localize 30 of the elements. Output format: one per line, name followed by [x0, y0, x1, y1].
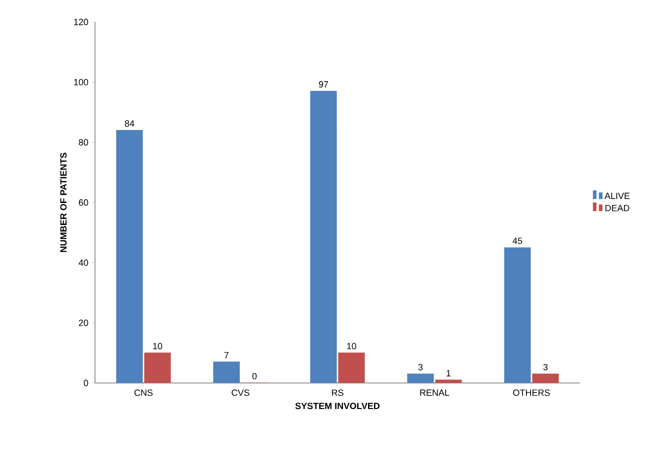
legend-label: DEAD: [605, 204, 630, 212]
y-tick-label: 100: [74, 78, 88, 86]
y-tick-label: 80: [78, 139, 88, 146]
bar: [532, 374, 559, 383]
data-label: 3: [418, 364, 423, 370]
x-axis-title: SYSTEM INVOLVED: [295, 402, 380, 410]
legend-label: ALIVE: [604, 192, 630, 199]
x-tick-label: OTHERS: [513, 390, 550, 396]
data-label: 10: [347, 342, 356, 350]
y-tick-label: 20: [78, 320, 88, 326]
x-tick-label: CVS: [232, 390, 250, 396]
x-tick-label: RENAL: [420, 390, 450, 396]
y-tick-label: 40: [78, 259, 88, 266]
data-label: 0: [252, 372, 257, 380]
data-label: 1: [446, 370, 451, 376]
bar: [144, 352, 171, 383]
data-label: 45: [512, 238, 522, 244]
data-label: 10: [153, 342, 162, 350]
y-axis-title: NUMBER OF PATIENTS: [60, 152, 67, 252]
data-label: 7: [224, 352, 229, 358]
y-tick-label: 120: [74, 18, 88, 26]
x-tick-label: CNS: [134, 390, 153, 396]
data-label: 97: [318, 81, 328, 88]
bar: [338, 352, 365, 383]
data-label: 84: [124, 120, 134, 127]
y-tick-label: 60: [78, 199, 88, 206]
bar: [435, 380, 462, 383]
y-tick-label: 0: [84, 380, 88, 386]
data-label: 3: [543, 364, 548, 370]
x-tick-label: RS: [332, 390, 344, 396]
